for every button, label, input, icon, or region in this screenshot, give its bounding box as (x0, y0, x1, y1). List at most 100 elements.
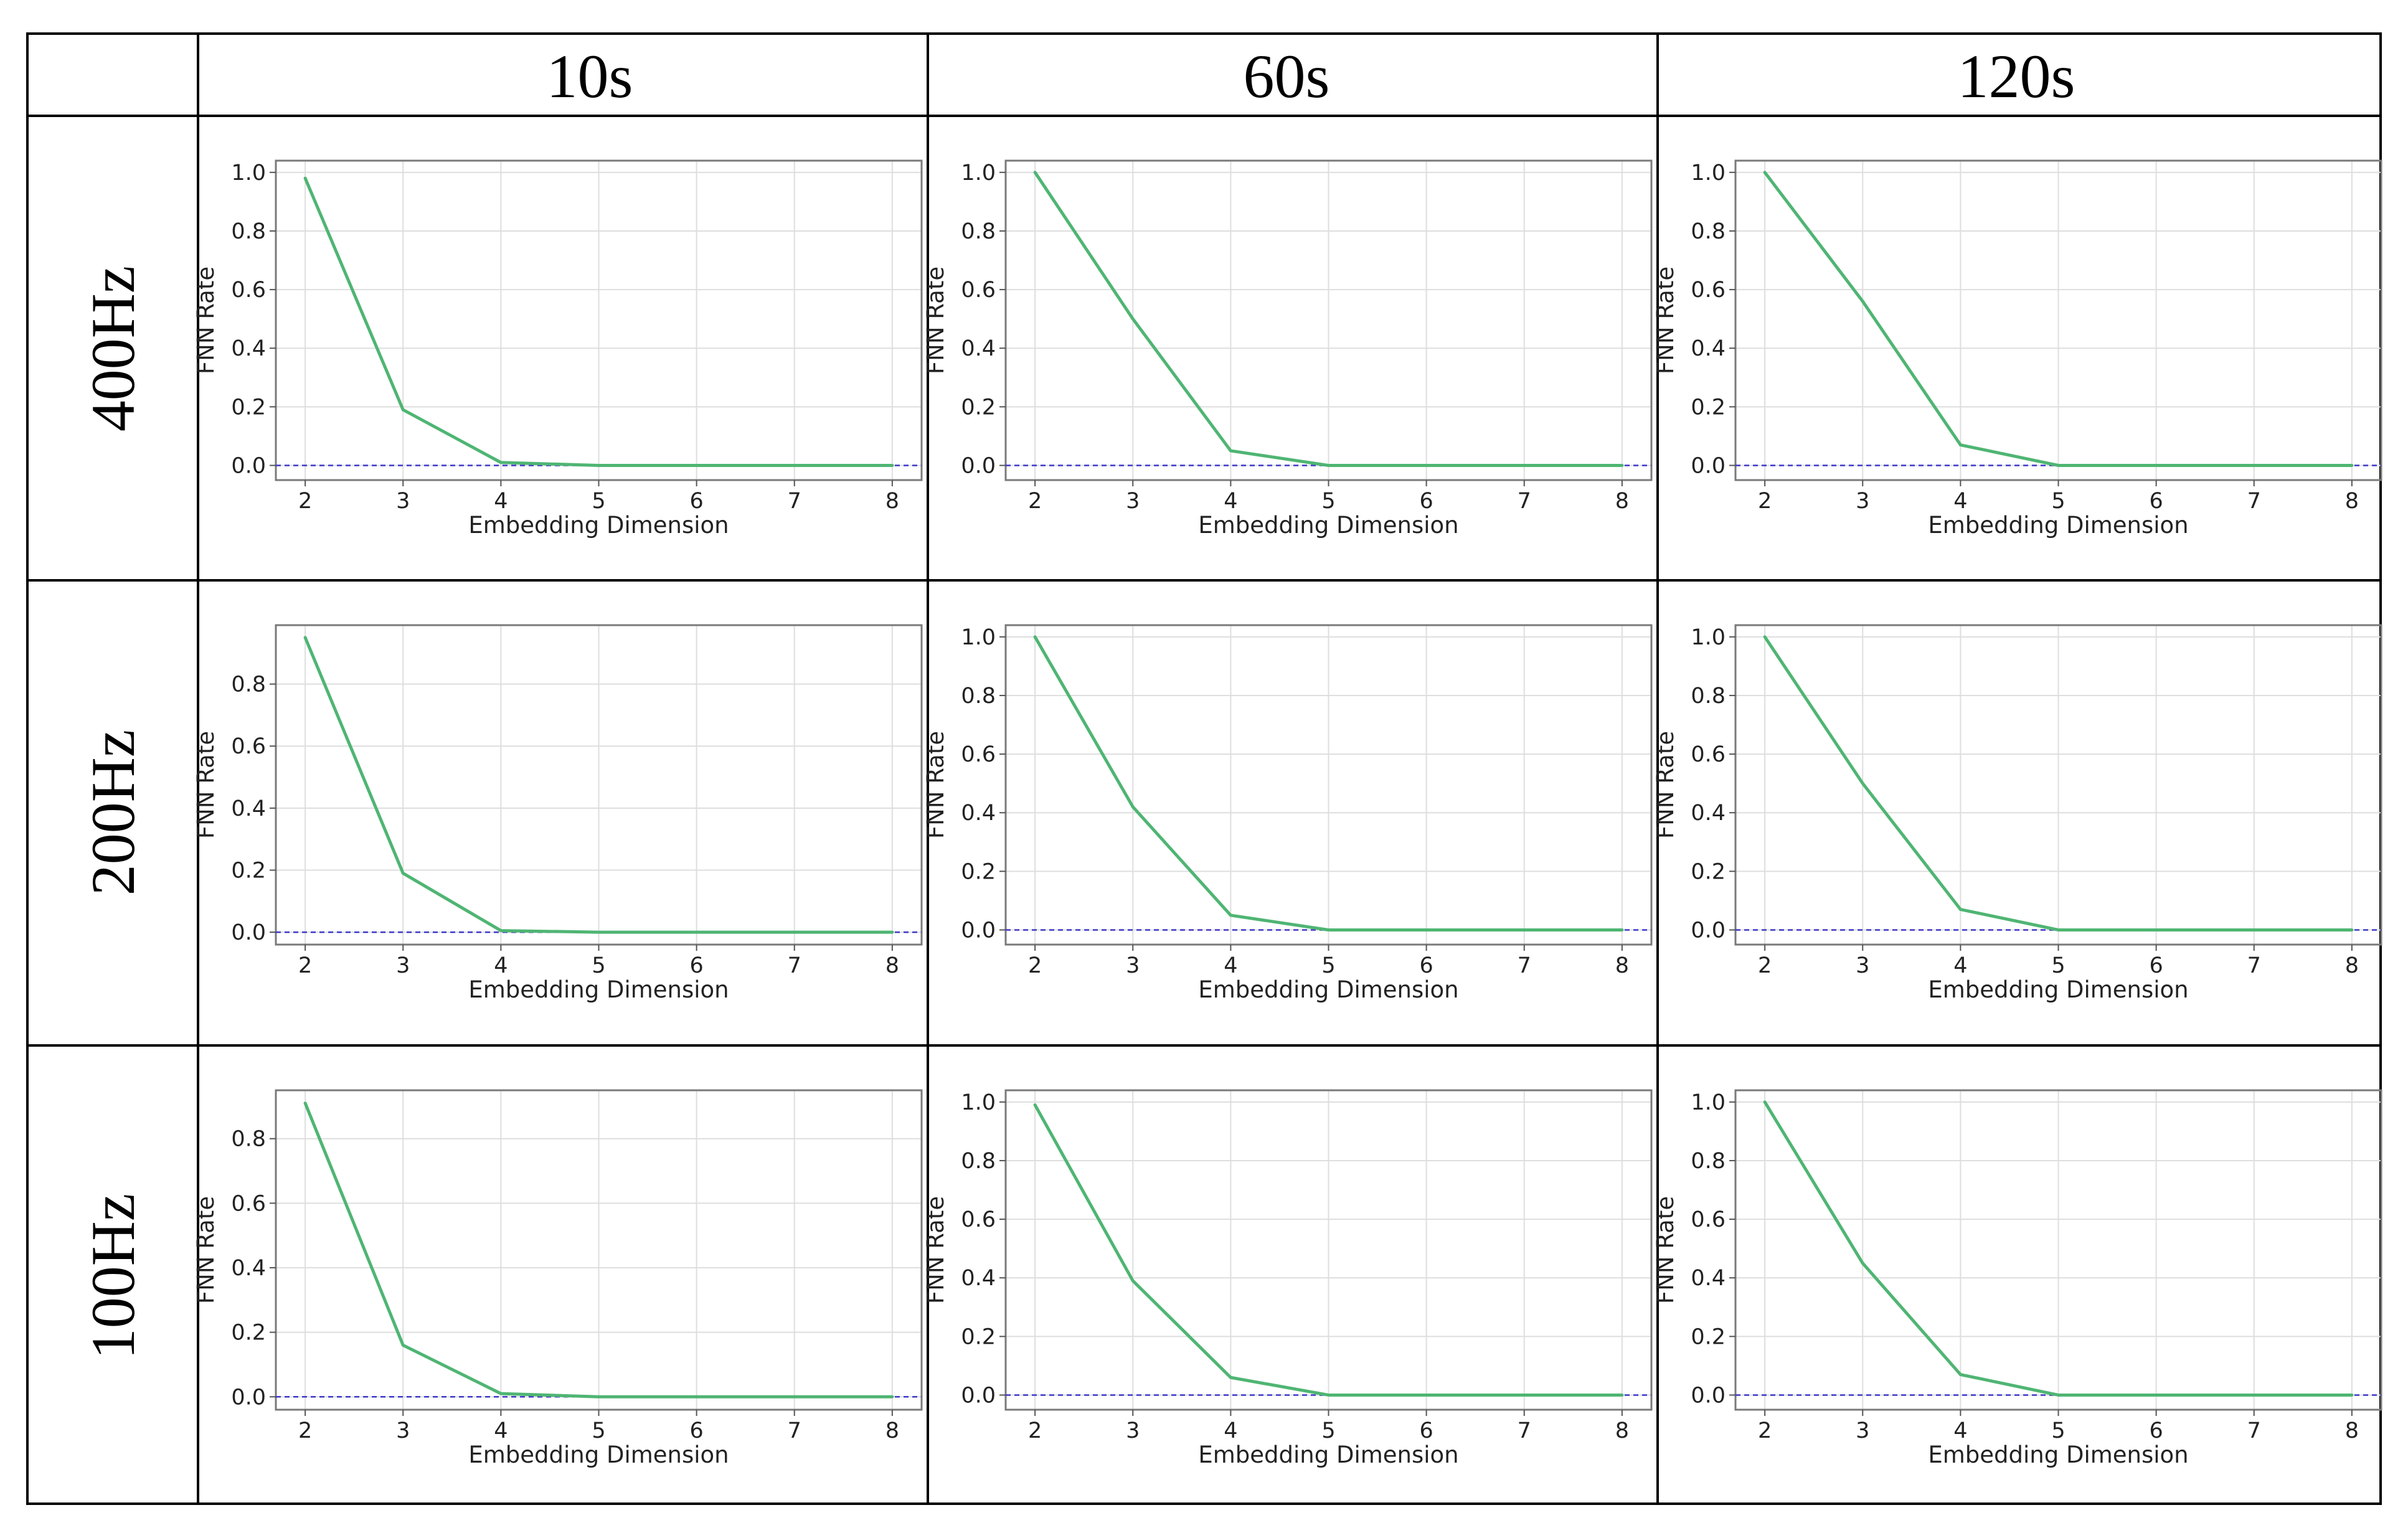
y-tick-label: 1.0 (961, 1090, 996, 1115)
y-tick-label: 0.2 (961, 395, 996, 420)
y-axis-label: FNN Rate (1652, 731, 1679, 839)
data-point (1958, 908, 1962, 912)
x-axis-label: Embedding Dimension (468, 512, 729, 539)
data-point (2350, 463, 2354, 467)
y-tick-label: 0.0 (961, 453, 996, 478)
data-point (1131, 317, 1135, 321)
y-tick-label: 0.8 (961, 684, 996, 709)
x-axis-label: Embedding Dimension (468, 1441, 729, 1468)
data-point (401, 408, 405, 412)
data-point (2155, 463, 2158, 467)
y-tick-label: 0.8 (231, 1127, 266, 1152)
x-tick-label: 3 (396, 1418, 410, 1443)
subplot-200hz-60s: 2 3 4 5 6 7 8 0.0 0.2 0.4 0.6 0.8 1.0 Embedding Dimen… (922, 624, 1653, 1003)
y-tick-label: 0.6 (231, 734, 266, 759)
y-tick-label: 0.0 (231, 1385, 266, 1410)
y-tick-label: 0.8 (961, 1149, 996, 1174)
y-tick-label: 1.0 (1691, 625, 1726, 650)
data-point (1229, 449, 1232, 453)
y-tick-label: 0.4 (961, 1266, 996, 1291)
y-tick-label: 0.0 (961, 1383, 996, 1408)
x-tick-label: 2 (1758, 1418, 1772, 1443)
x-tick-label: 4 (1953, 489, 1967, 514)
x-tick-label: 6 (2149, 1418, 2163, 1443)
y-tick-label: 0.0 (231, 453, 266, 478)
x-tick-label: 3 (396, 489, 410, 514)
data-point (597, 930, 600, 934)
y-axis-label: FNN Rate (192, 267, 219, 374)
data-point (1327, 463, 1330, 467)
subplot-400hz-60s: 2 3 4 5 6 7 8 0.0 0.2 0.4 0.6 0.8 1.0 Embedding Dimen… (922, 159, 1653, 539)
data-point (1620, 1393, 1624, 1397)
data-point (303, 636, 307, 639)
data-point (1523, 928, 1526, 932)
x-tick-label: 4 (494, 489, 508, 514)
x-tick-label: 7 (1518, 489, 1531, 514)
y-tick-label: 1.0 (231, 161, 266, 186)
y-tick-label: 0.0 (1691, 918, 1726, 943)
y-axis-label: FNN Rate (1652, 1196, 1679, 1304)
y-tick-label: 1.0 (961, 625, 996, 650)
subplot-400hz-120s: 2 3 4 5 6 7 8 0.0 0.2 0.4 0.6 0.8 1.0 Embedding Dimen… (1652, 159, 2382, 539)
data-point (2155, 1393, 2158, 1397)
col-header-120s: 120s (1958, 42, 2075, 111)
data-point (1620, 463, 1624, 467)
y-tick-label: 0.0 (961, 918, 996, 943)
subplots-container: 2 3 4 5 6 7 8 0.0 0.2 0.4 0.6 0.8 1.0 Embedding Dimen… (192, 159, 2382, 1468)
data-point (793, 463, 796, 467)
x-tick-label: 4 (1224, 1418, 1237, 1443)
data-point (1425, 463, 1428, 467)
y-tick-label: 1.0 (961, 161, 996, 186)
subplot-200hz-120s: 2 3 4 5 6 7 8 0.0 0.2 0.4 0.6 0.8 1.0 Embedding Dimen… (1652, 624, 2382, 1003)
x-tick-label: 4 (1953, 1418, 1967, 1443)
x-tick-label: 3 (1126, 1418, 1140, 1443)
table-border (26, 32, 2382, 1505)
x-tick-label: 4 (1224, 489, 1237, 514)
x-axis-label: Embedding Dimension (468, 976, 729, 1003)
data-point (499, 461, 503, 465)
x-tick-label: 6 (689, 953, 703, 978)
x-tick-label: 2 (298, 1418, 312, 1443)
data-point (1425, 928, 1428, 932)
x-tick-label: 8 (1615, 1418, 1629, 1443)
y-axis-label: FNN Rate (1652, 267, 1679, 374)
data-point (695, 463, 699, 467)
y-tick-label: 0.4 (961, 801, 996, 826)
x-axis-label: Embedding Dimension (1928, 976, 2188, 1003)
y-tick-label: 1.0 (1691, 1090, 1726, 1115)
y-tick-label: 0.6 (1691, 278, 1726, 303)
y-tick-label: 0.8 (1691, 684, 1726, 709)
data-point (2252, 463, 2256, 467)
x-tick-label: 5 (2051, 1418, 2065, 1443)
data-point (401, 1343, 405, 1347)
data-point (793, 1395, 796, 1399)
data-point (1327, 1393, 1330, 1397)
data-point (1229, 1375, 1232, 1379)
x-tick-label: 6 (1419, 489, 1433, 514)
x-tick-label: 8 (2345, 489, 2359, 514)
y-tick-label: 0.2 (231, 858, 266, 883)
x-tick-label: 6 (689, 489, 703, 514)
y-tick-label: 0.6 (961, 742, 996, 767)
y-tick-label: 0.6 (1691, 1207, 1726, 1232)
y-tick-label: 0.4 (961, 336, 996, 361)
x-tick-label: 2 (1758, 489, 1772, 514)
x-tick-label: 8 (2345, 953, 2359, 978)
x-tick-label: 7 (788, 953, 801, 978)
y-tick-label: 0.4 (1691, 336, 1726, 361)
subplot-200hz-10s: 2 3 4 5 6 7 8 0.0 0.2 0.4 0.6 0.8 Embedding Dimensio… (192, 624, 923, 1003)
x-tick-label: 4 (1953, 953, 1967, 978)
x-axis-label: Embedding Dimension (1198, 512, 1458, 539)
x-tick-label: 8 (885, 953, 899, 978)
data-point (2350, 928, 2354, 932)
y-tick-label: 0.2 (961, 1324, 996, 1349)
data-point (401, 871, 405, 875)
data-point (499, 1392, 503, 1395)
data-point (890, 1395, 894, 1399)
x-tick-label: 5 (1321, 489, 1335, 514)
x-tick-label: 6 (1419, 1418, 1433, 1443)
data-point (1861, 781, 1864, 785)
x-tick-label: 2 (1028, 953, 1042, 978)
y-tick-label: 0.0 (231, 920, 266, 945)
y-tick-label: 0.8 (231, 672, 266, 697)
